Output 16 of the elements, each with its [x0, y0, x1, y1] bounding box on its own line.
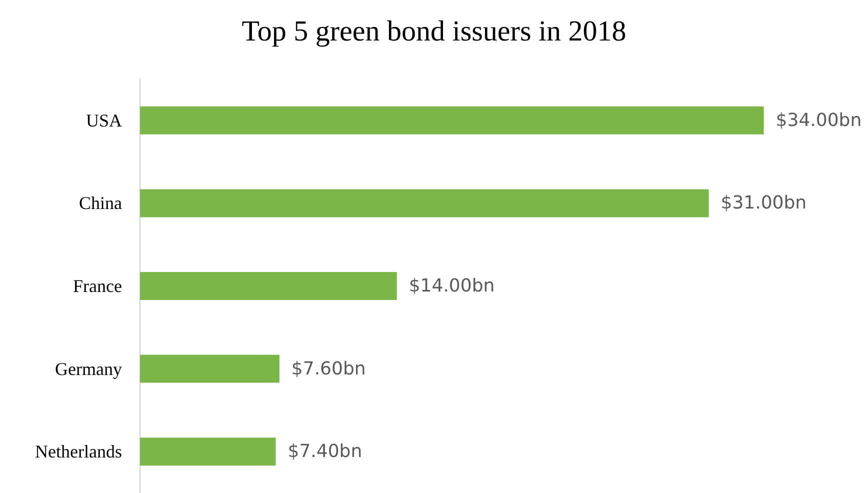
bar [140, 189, 709, 218]
data-label: $31.00bn [720, 192, 807, 214]
y-tick-label: Netherlands [35, 442, 122, 462]
bar [140, 354, 280, 383]
y-tick-label: USA [86, 110, 122, 130]
data-label: $7.40bn [288, 441, 362, 462]
y-tick-label: China [79, 193, 122, 214]
chart-title: Top 5 green bond issuers in 2018 [242, 16, 626, 48]
y-tick-label: France [73, 276, 122, 296]
bar [140, 272, 397, 300]
data-label: $14.00bn [408, 276, 495, 296]
data-label: $7.60bn [291, 358, 366, 380]
data-label: $34.00bn [776, 110, 862, 131]
bar [140, 106, 764, 134]
y-tick-label: Germany [55, 358, 122, 379]
bar [140, 438, 276, 466]
